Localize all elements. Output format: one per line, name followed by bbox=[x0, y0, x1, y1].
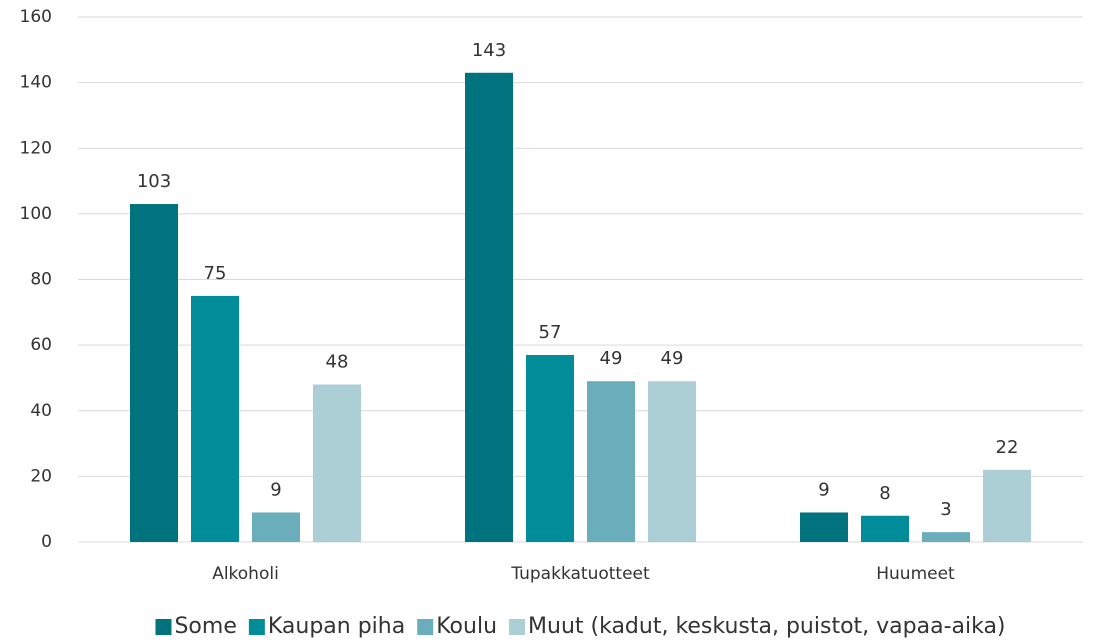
data-label: 3 bbox=[940, 499, 951, 520]
bar bbox=[191, 295, 239, 542]
y-tick-label: 20 bbox=[30, 466, 52, 486]
legend-label: Kaupan piha bbox=[268, 614, 405, 639]
data-label: 8 bbox=[879, 483, 890, 504]
legend-label: Some bbox=[174, 614, 236, 639]
bar bbox=[313, 384, 361, 542]
bar bbox=[130, 204, 178, 542]
bar bbox=[252, 512, 300, 542]
y-tick-label: 160 bbox=[20, 7, 52, 27]
bar bbox=[465, 72, 513, 542]
y-tick-label: 0 bbox=[41, 532, 52, 552]
bar bbox=[922, 532, 970, 542]
data-label: 9 bbox=[818, 479, 829, 500]
legend-label: Koulu bbox=[436, 614, 497, 639]
bar bbox=[861, 515, 909, 542]
y-tick-label: 100 bbox=[20, 204, 52, 224]
bar bbox=[800, 512, 848, 542]
data-label: 9 bbox=[270, 479, 281, 500]
legend-swatch bbox=[509, 619, 526, 635]
data-label: 49 bbox=[661, 348, 684, 369]
y-tick-label: 60 bbox=[30, 335, 52, 355]
bar bbox=[648, 381, 696, 542]
legend-swatch bbox=[155, 619, 172, 635]
y-tick-label: 40 bbox=[30, 401, 52, 421]
data-label: 57 bbox=[539, 322, 562, 343]
y-tick-label: 120 bbox=[20, 138, 52, 158]
legend: Some Kaupan piha Koulu Muut (kadut, keskust… bbox=[155, 614, 1006, 639]
y-tick-label: 140 bbox=[20, 73, 52, 93]
data-label: 49 bbox=[600, 348, 623, 369]
legend-swatch bbox=[417, 619, 434, 635]
data-label: 75 bbox=[204, 263, 227, 284]
y-tick-label: 80 bbox=[30, 270, 52, 290]
legend-label: Muut (kadut, keskusta, puistot, vapaa-ai… bbox=[528, 614, 1006, 639]
data-label: 143 bbox=[472, 40, 506, 61]
bar bbox=[587, 381, 635, 542]
x-tick-label: Huumeet bbox=[876, 564, 955, 584]
bar bbox=[983, 469, 1031, 542]
data-label: 22 bbox=[996, 437, 1019, 458]
bar bbox=[526, 354, 574, 542]
data-label: 103 bbox=[137, 171, 171, 192]
legend-swatch bbox=[248, 619, 265, 635]
x-tick-label: Alkoholi bbox=[212, 564, 279, 584]
data-label: 48 bbox=[326, 352, 349, 373]
x-tick-label: Tupakkatuotteet bbox=[510, 564, 650, 584]
